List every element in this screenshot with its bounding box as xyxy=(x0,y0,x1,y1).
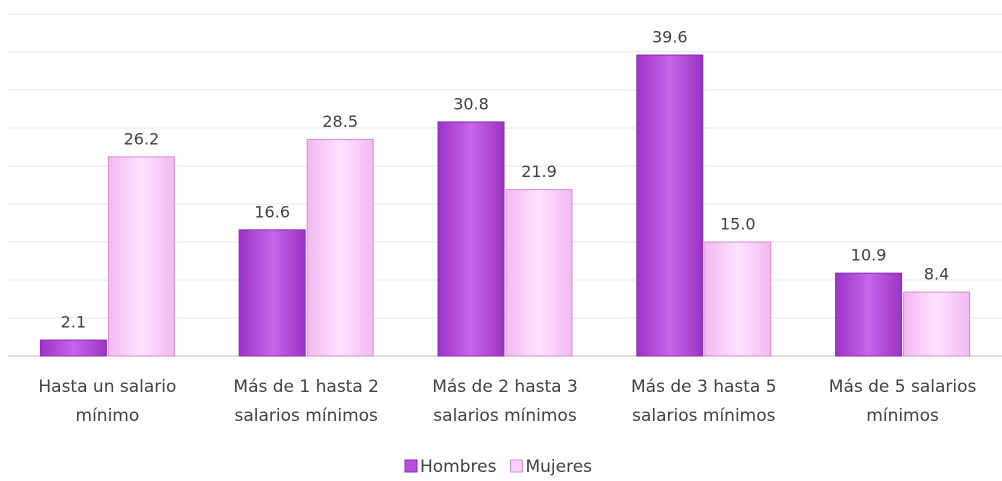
data-label: 39.6 xyxy=(652,28,688,47)
bar xyxy=(903,291,971,357)
x-tick-label: Más de 3 hasta 5 xyxy=(631,377,777,397)
x-tick-label: mínimo xyxy=(76,406,140,426)
x-tick-label: mínimos xyxy=(866,406,939,426)
bar xyxy=(636,54,704,357)
data-label: 10.9 xyxy=(851,246,887,265)
bar xyxy=(306,138,374,357)
x-tick-label: salarios mínimos xyxy=(433,406,577,426)
data-label: 30.8 xyxy=(453,94,489,113)
legend-label: Mujeres xyxy=(525,457,592,477)
bar xyxy=(39,339,107,357)
bar xyxy=(835,272,903,357)
x-tick-label: Más de 1 hasta 2 xyxy=(233,377,379,397)
x-tick-label: Más de 2 hasta 3 xyxy=(432,377,578,397)
legend-swatch xyxy=(404,459,418,473)
x-tick-label: salarios mínimos xyxy=(632,406,776,426)
legend-swatch xyxy=(509,459,523,473)
data-label: 26.2 xyxy=(124,129,160,148)
data-label: 21.9 xyxy=(521,162,557,181)
bar xyxy=(505,189,573,357)
x-tick-label: salarios mínimos xyxy=(235,406,379,426)
bar xyxy=(437,121,505,357)
bar xyxy=(704,241,772,357)
data-label: 28.5 xyxy=(322,112,358,131)
x-tick-label: Hasta un salario xyxy=(38,377,176,397)
data-label: 16.6 xyxy=(254,202,290,221)
data-label: 8.4 xyxy=(924,265,949,284)
data-label: 15.0 xyxy=(720,215,756,234)
x-tick-label: Más de 5 salarios xyxy=(829,377,977,397)
legend-label: Hombres xyxy=(420,457,497,477)
bar xyxy=(107,156,175,357)
bar xyxy=(238,229,306,357)
data-label: 2.1 xyxy=(61,313,86,332)
